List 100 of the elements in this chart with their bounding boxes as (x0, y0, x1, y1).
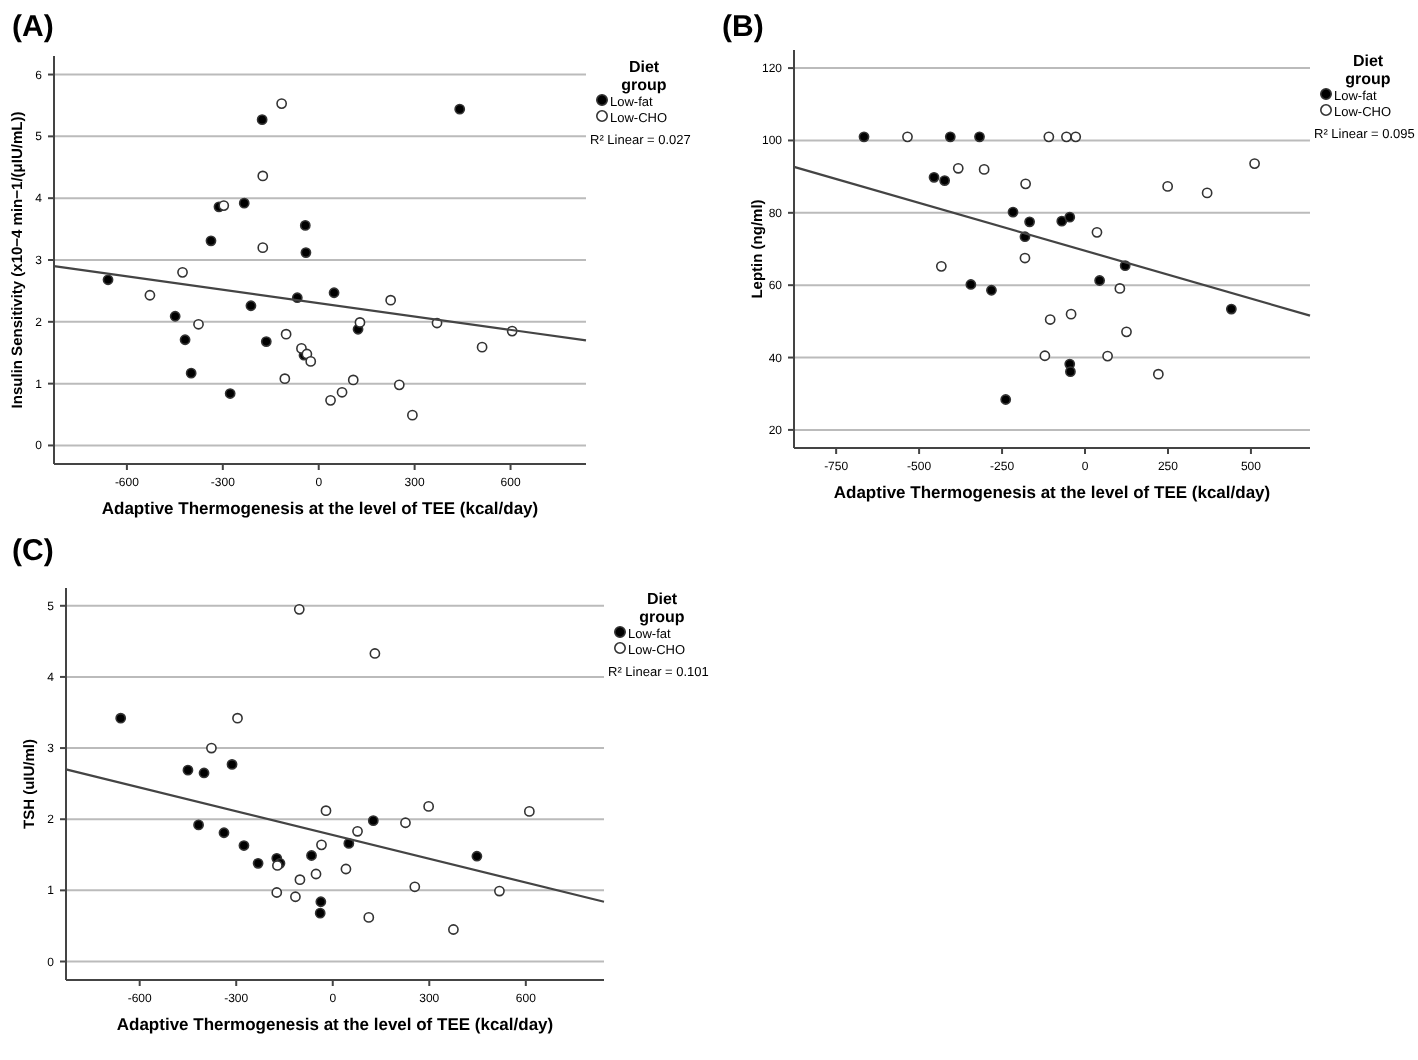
point (385, 294, 397, 306)
point (193, 318, 204, 330)
point (454, 103, 466, 115)
point (1043, 131, 1055, 143)
point (354, 317, 366, 328)
point (328, 287, 340, 299)
point (369, 648, 381, 659)
point (1019, 252, 1031, 264)
chart-title: (C) (12, 534, 54, 568)
point (393, 379, 405, 391)
point (471, 850, 483, 862)
point (974, 131, 985, 143)
point (1056, 215, 1068, 227)
point (260, 336, 272, 347)
legend-title: Diet group (639, 590, 685, 626)
x-axis-title: Adaptive Thermogenesis at the level of TEE (kcal/day) (101, 498, 539, 518)
point (476, 341, 488, 353)
point (315, 896, 327, 908)
point (316, 839, 327, 851)
point (1249, 158, 1260, 170)
point (238, 197, 250, 209)
point (944, 131, 956, 143)
point (986, 284, 997, 296)
point (1152, 368, 1164, 380)
point (935, 260, 947, 272)
point (1162, 181, 1174, 192)
point (409, 881, 421, 893)
point (290, 891, 301, 903)
point (198, 767, 210, 779)
point (407, 409, 418, 421)
point (224, 388, 236, 399)
point (185, 367, 197, 379)
point (218, 827, 230, 839)
point (320, 805, 332, 817)
point (367, 815, 379, 827)
point (1201, 187, 1213, 199)
point (218, 200, 230, 211)
point (299, 219, 311, 231)
point (928, 171, 940, 183)
point (177, 266, 188, 278)
point (965, 279, 977, 290)
point (400, 817, 411, 829)
legend-title: Diet group (621, 58, 667, 94)
point (205, 235, 217, 247)
point (306, 850, 317, 861)
point (1020, 178, 1032, 190)
point (423, 801, 435, 812)
point (276, 98, 288, 109)
point (252, 857, 264, 869)
point (1061, 131, 1072, 143)
point (182, 764, 194, 776)
chart-title: (A) (12, 10, 54, 44)
point (352, 825, 363, 837)
point (193, 819, 204, 831)
point (902, 131, 913, 143)
point (102, 274, 114, 286)
point (300, 247, 312, 258)
point (279, 373, 291, 385)
point (1039, 350, 1051, 362)
point (115, 712, 127, 724)
point (294, 874, 306, 886)
point (1000, 394, 1012, 405)
point (1091, 226, 1103, 238)
point (325, 394, 336, 406)
chart-title: (B) (722, 10, 764, 44)
point (1065, 366, 1076, 378)
point (336, 386, 348, 398)
point (144, 289, 156, 301)
point (858, 131, 870, 143)
point (363, 911, 375, 923)
point (1064, 211, 1076, 223)
point (1070, 131, 1082, 143)
point (347, 374, 359, 386)
point (1007, 206, 1019, 218)
legend-title: Diet group (1345, 52, 1391, 88)
point (305, 355, 317, 367)
point (179, 334, 191, 346)
point (340, 863, 352, 875)
point (1114, 283, 1126, 294)
point (314, 907, 326, 919)
point (939, 175, 951, 187)
point (1121, 326, 1132, 338)
point (280, 328, 292, 340)
point (952, 162, 964, 174)
point (257, 170, 269, 182)
point (1024, 216, 1035, 228)
point (1102, 350, 1113, 362)
point (245, 300, 257, 312)
x-axis-title: Adaptive Thermogenesis at the level of TEE (kcal/day) (833, 482, 1271, 502)
point (310, 868, 322, 880)
point (1225, 303, 1237, 315)
x-axis-title: Adaptive Thermogenesis at the level of TEE (kcal/day) (116, 1014, 554, 1034)
point (169, 310, 181, 322)
point (257, 242, 269, 254)
point (206, 742, 217, 754)
point (293, 603, 305, 615)
point (448, 924, 459, 935)
point (256, 114, 268, 126)
point (232, 712, 243, 724)
point (1044, 314, 1056, 325)
